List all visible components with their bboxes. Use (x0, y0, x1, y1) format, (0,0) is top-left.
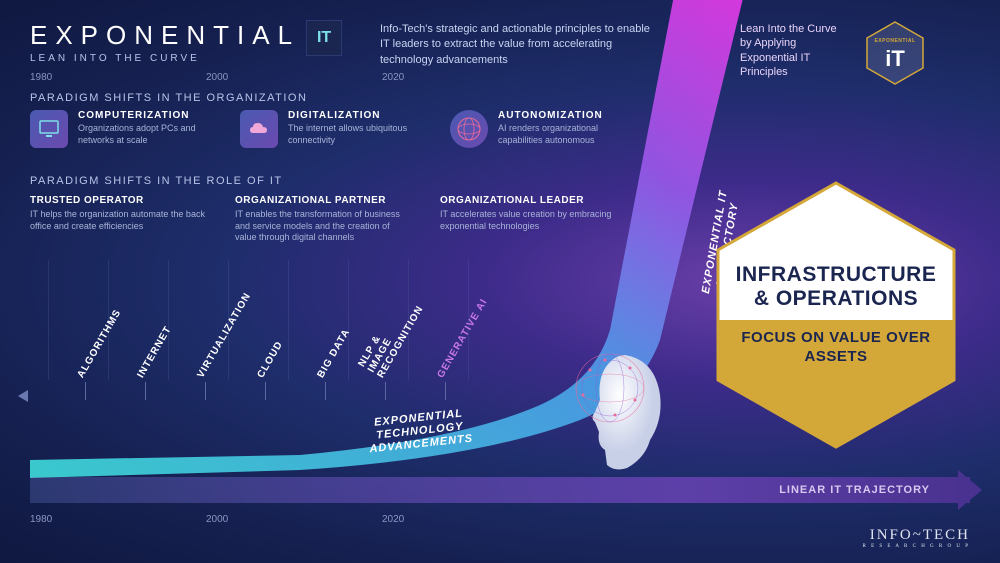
shift-desc: Organizations adopt PCs and networks at … (78, 123, 210, 146)
it-badge-icon: IT (306, 20, 342, 56)
shift-org-partner: ORGANIZATIONAL PARTNER IT enables the tr… (235, 195, 410, 244)
technology-labels: ALGORITHMS INTERNET VIRTUALIZATION CLOUD… (30, 270, 470, 380)
exp-tech-advancements-label: EXPONENTIAL TECHNOLOGY ADVANCEMENTS (328, 403, 511, 461)
tech-nlp: NLP & IMAGE RECOGNITION (356, 303, 420, 380)
arrow-right-icon (958, 470, 982, 510)
logo-main: INFO~TECH (870, 527, 970, 543)
focus-hexagon: INFRASTRUCTURE & OPERATIONS FOCUS ON VAL… (696, 165, 976, 465)
exponential-it-hex-badge: EXPONENTIAL iT (860, 18, 930, 88)
year-2020-bottom: 2020 (254, 514, 430, 525)
timeline-years-bottom: 1980 2000 2020 (30, 514, 430, 525)
shift-computerization: COMPUTERIZATION Organizations adopt PCs … (30, 110, 210, 148)
logo-sub: R E S E A R C H G R O U P (862, 544, 970, 549)
main-title: EXPONENTIAL (30, 20, 300, 51)
monitor-icon (30, 110, 68, 148)
infotech-logo: INFO~TECH R E S E A R C H G R O U P (862, 527, 970, 549)
linear-trajectory-arrow: LINEAR IT TRAJECTORY (30, 477, 970, 503)
tech-genai: GENERATIVE AI (435, 297, 489, 380)
hex-badge-top-text: EXPONENTIAL (874, 38, 915, 44)
year-2000-top: 2000 (78, 72, 254, 83)
shift-desc: AI renders organizational capabilities a… (498, 123, 630, 146)
header: EXPONENTIAL LEAN INTO THE CURVE IT (30, 20, 342, 64)
shift-title: COMPUTERIZATION (78, 110, 210, 121)
linear-trajectory-label: LINEAR IT TRAJECTORY (779, 484, 930, 496)
cloud-icon (240, 110, 278, 148)
tech-virtualization: VIRTUALIZATION (195, 291, 253, 380)
year-2020-top: 2020 (254, 72, 430, 83)
year-1980-top: 1980 (30, 72, 78, 83)
year-2000-bottom: 2000 (78, 514, 254, 525)
hexagon-title: INFRASTRUCTURE & OPERATIONS (731, 263, 941, 311)
it-shift-desc: IT accelerates value creation by embraci… (440, 209, 615, 232)
it-shifts-row: TRUSTED OPERATOR IT helps the organizati… (30, 195, 615, 244)
it-shift-desc: IT helps the organization automate the b… (30, 209, 205, 232)
it-shift-title: TRUSTED OPERATOR (30, 195, 205, 206)
timeline-years-top: 1980 2000 2020 (30, 72, 430, 83)
sphere-icon (450, 110, 488, 148)
it-shift-title: ORGANIZATIONAL LEADER (440, 195, 615, 206)
title-block: EXPONENTIAL LEAN INTO THE CURVE (30, 20, 300, 64)
shift-autonomization: AUTONOMIZATION AI renders organizational… (450, 110, 630, 148)
header-description: Info-Tech's strategic and actionable pri… (380, 22, 660, 68)
it-shift-desc: IT enables the transformation of busines… (235, 209, 410, 244)
it-shifts-label: PARADIGM SHIFTS IN THE ROLE OF IT (30, 175, 283, 187)
hexagon-subtitle: FOCUS ON VALUE OVER ASSETS (731, 329, 941, 367)
shift-org-leader: ORGANIZATIONAL LEADER IT accelerates val… (440, 195, 615, 244)
shift-title: AUTONOMIZATION (498, 110, 630, 121)
shift-trusted-operator: TRUSTED OPERATOR IT helps the organizati… (30, 195, 205, 244)
subtitle: LEAN INTO THE CURVE (30, 53, 300, 64)
shift-title: DIGITALIZATION (288, 110, 420, 121)
hex-badge-main-text: iT (885, 46, 905, 71)
timeline-arrow-left-icon (18, 390, 28, 402)
it-shift-title: ORGANIZATIONAL PARTNER (235, 195, 410, 206)
org-shifts-label: PARADIGM SHIFTS IN THE ORGANIZATION (30, 92, 307, 104)
shift-digitalization: DIGITALIZATION The internet allows ubiqu… (240, 110, 420, 148)
tech-bigdata: BIG DATA (315, 327, 352, 380)
principles-text: Lean Into the Curve by Applying Exponent… (740, 22, 850, 79)
year-1980-bottom: 1980 (30, 514, 78, 525)
tech-cloud: CLOUD (255, 339, 285, 380)
org-shifts-row: COMPUTERIZATION Organizations adopt PCs … (30, 110, 630, 148)
tech-internet: INTERNET (135, 324, 174, 380)
shift-desc: The internet allows ubiquitous connectiv… (288, 123, 420, 146)
tech-algorithms: ALGORITHMS (75, 308, 123, 380)
ai-head-icon (555, 340, 680, 475)
